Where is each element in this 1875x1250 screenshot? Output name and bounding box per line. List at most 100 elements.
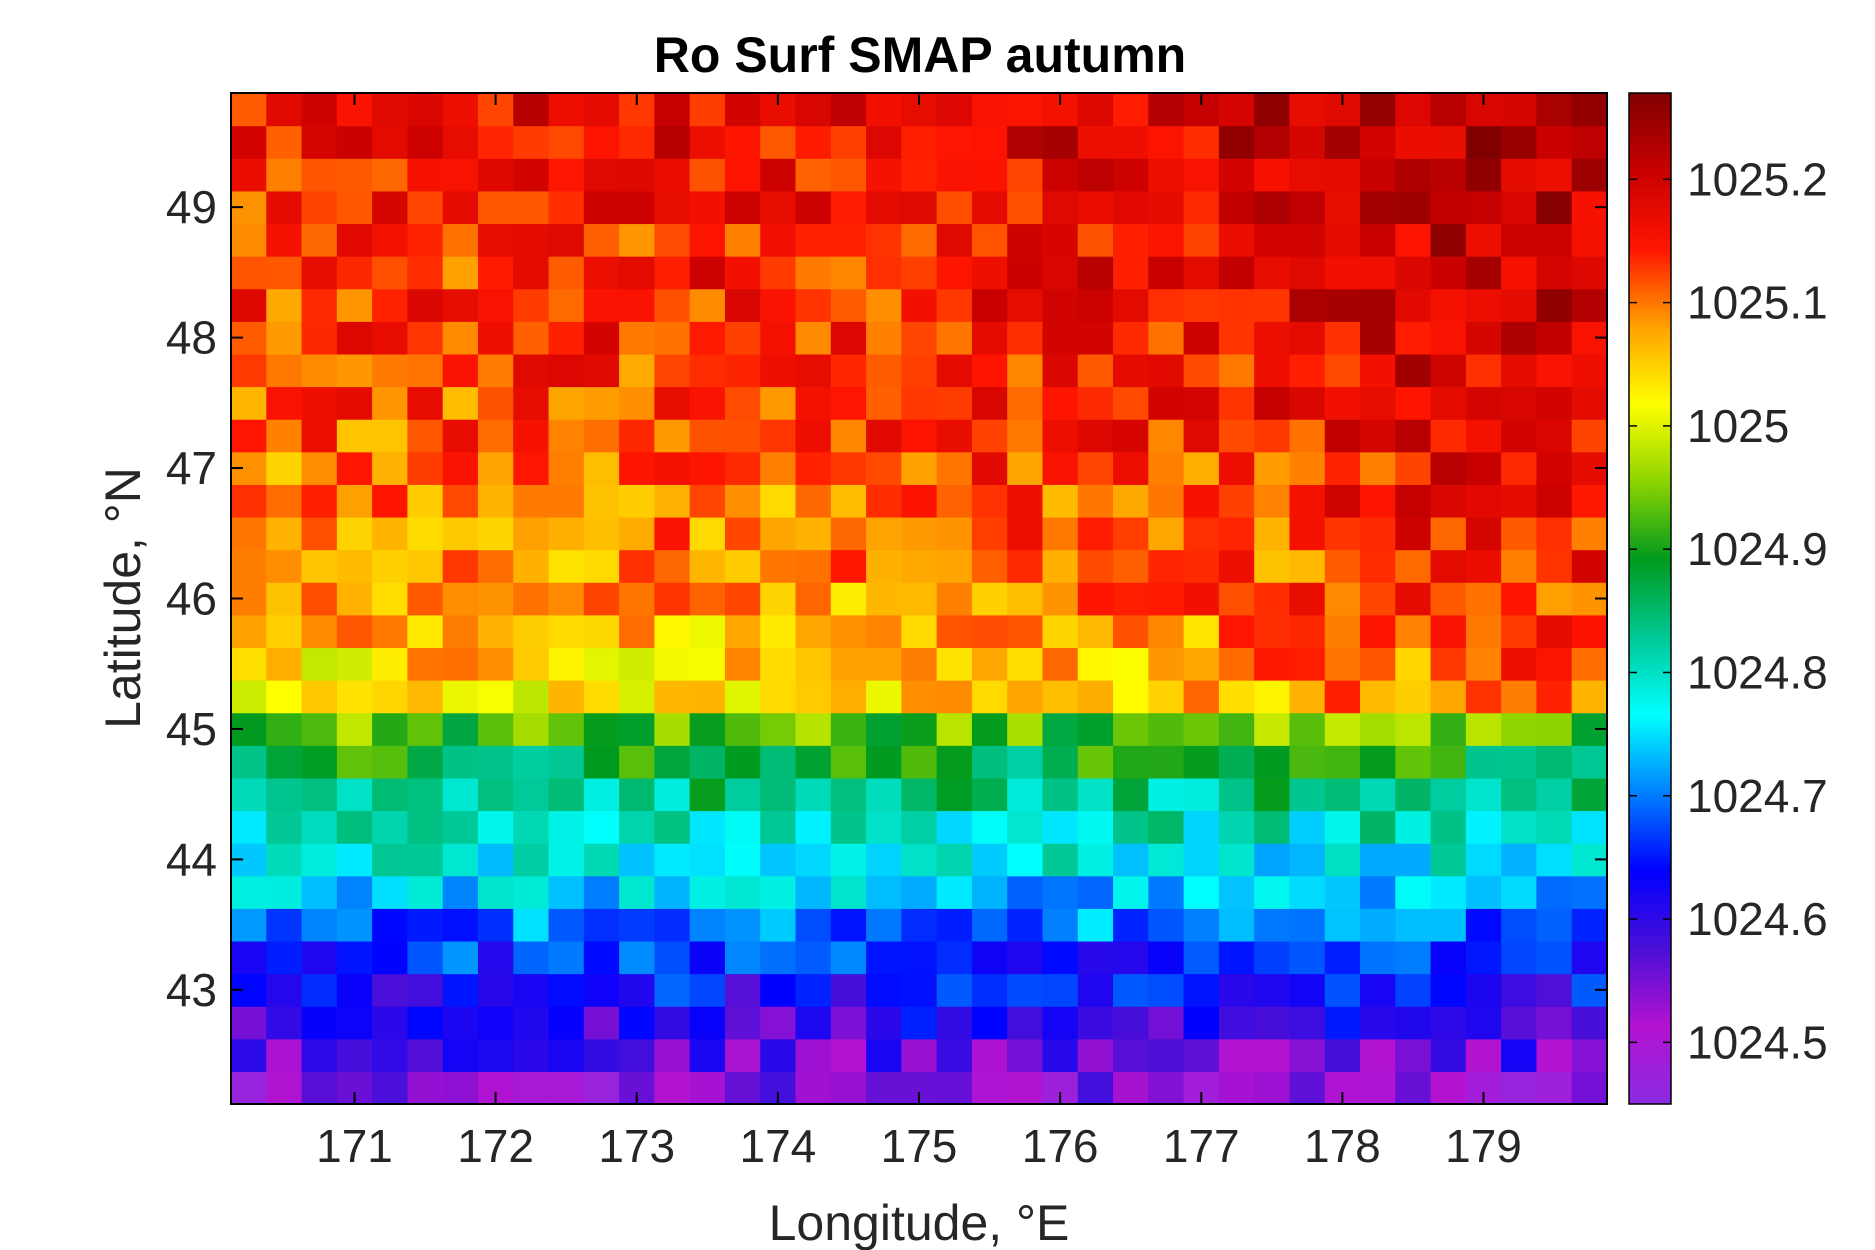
heatmap-cell — [1571, 386, 1608, 420]
heatmap-cell — [830, 223, 867, 257]
heatmap-cell — [1324, 810, 1361, 844]
heatmap-cell — [1113, 875, 1149, 909]
heatmap-cell — [1148, 582, 1185, 616]
heatmap-cell — [1360, 973, 1396, 1007]
heatmap-cell — [336, 125, 373, 159]
heatmap-cell — [1430, 419, 1467, 453]
heatmap-cell — [1430, 451, 1467, 485]
heatmap-cell — [583, 712, 620, 746]
heatmap-cell — [619, 223, 655, 257]
colorbar-tick-label: 1025.2 — [1687, 153, 1828, 205]
heatmap-cell — [619, 516, 655, 551]
heatmap-cell — [548, 908, 585, 942]
heatmap-cell — [1501, 223, 1538, 257]
heatmap-cell — [1289, 973, 1326, 1007]
heatmap-cell — [1289, 1071, 1326, 1105]
heatmap-cell — [372, 549, 409, 583]
heatmap-cell — [266, 908, 303, 942]
heatmap-cell — [866, 223, 902, 257]
heatmap-cell — [301, 908, 338, 942]
heatmap-cell — [1077, 549, 1114, 583]
heatmap-cell — [1289, 940, 1326, 975]
heatmap-cell — [936, 940, 973, 975]
heatmap-cell — [795, 190, 832, 225]
heatmap-cell — [1183, 1006, 1220, 1040]
heatmap-cell — [724, 680, 761, 714]
heatmap-cell — [1183, 614, 1220, 649]
heatmap-cell — [513, 614, 550, 649]
heatmap-cell — [1289, 549, 1326, 583]
heatmap-cell — [936, 614, 973, 649]
heatmap-cell — [442, 777, 479, 812]
heatmap-cell — [407, 680, 444, 714]
heatmap-cell — [231, 908, 267, 942]
chart-title: Ro Surf SMAP autumn — [654, 27, 1186, 83]
heatmap-cell — [1360, 614, 1396, 649]
heatmap-cell — [866, 712, 902, 746]
heatmap-cell — [1254, 288, 1291, 322]
heatmap-cell — [1183, 256, 1220, 290]
heatmap-cell — [795, 321, 832, 355]
heatmap-cell — [583, 908, 620, 942]
heatmap-cell — [442, 875, 479, 909]
heatmap-cell — [442, 1071, 479, 1105]
heatmap-cell — [689, 256, 726, 290]
heatmap-cell — [513, 516, 550, 551]
heatmap-cell — [477, 647, 514, 681]
heatmap-cell — [654, 419, 691, 453]
heatmap-cell — [407, 810, 444, 844]
heatmap-cell — [442, 484, 479, 518]
heatmap-cell — [830, 973, 867, 1007]
heatmap-cell — [231, 680, 267, 714]
heatmap-cell — [1360, 680, 1396, 714]
heatmap-cell — [442, 190, 479, 225]
heatmap-cell — [407, 1006, 444, 1040]
colorbar-tick-label: 1024.7 — [1687, 770, 1828, 822]
heatmap-cell — [619, 1006, 655, 1040]
heatmap-cell — [1254, 125, 1291, 159]
heatmap-cell — [1536, 256, 1573, 290]
heatmap-cell — [1536, 680, 1573, 714]
heatmap-cell — [830, 745, 867, 779]
heatmap-cell — [901, 288, 938, 322]
heatmap-cell — [548, 125, 585, 159]
heatmap-cell — [689, 810, 726, 844]
heatmap-cell — [1324, 484, 1361, 518]
heatmap-cell — [830, 908, 867, 942]
heatmap-cell — [689, 843, 726, 877]
heatmap-cell — [1254, 419, 1291, 453]
y-tick-label: 44 — [166, 833, 217, 885]
heatmap-cell — [654, 875, 691, 909]
heatmap-cell — [548, 288, 585, 322]
heatmap-cell — [1395, 712, 1432, 746]
heatmap-cell — [442, 256, 479, 290]
heatmap-cell — [1395, 614, 1432, 649]
heatmap-cell — [407, 419, 444, 453]
heatmap-cell — [724, 223, 761, 257]
heatmap-cell — [1536, 1038, 1573, 1072]
heatmap-cell — [1324, 582, 1361, 616]
x-tick-label: 174 — [739, 1120, 816, 1172]
heatmap-cell — [301, 843, 338, 877]
heatmap-cell — [689, 712, 726, 746]
heatmap-cell — [513, 256, 550, 290]
heatmap-cell — [1042, 647, 1079, 681]
heatmap-cell — [513, 419, 550, 453]
heatmap-cell — [1183, 288, 1220, 322]
heatmap-cell — [477, 712, 514, 746]
heatmap-cell — [407, 582, 444, 616]
heatmap-cell — [689, 614, 726, 649]
heatmap-cell — [1430, 875, 1467, 909]
heatmap-cell — [1571, 1038, 1608, 1072]
x-axis-ticks: 171 172 173 174 175 176 177 178 179 — [316, 93, 1522, 1172]
heatmap-cell — [1430, 1071, 1467, 1105]
heatmap-cell — [1536, 321, 1573, 355]
heatmap-cell — [760, 484, 797, 518]
heatmap-cell — [795, 93, 832, 127]
heatmap-cell — [936, 93, 973, 127]
heatmap-cell — [1183, 158, 1220, 192]
heatmap-cell — [301, 614, 338, 649]
heatmap-cell — [583, 353, 620, 388]
heatmap-cell — [1465, 549, 1502, 583]
heatmap-cell — [689, 680, 726, 714]
